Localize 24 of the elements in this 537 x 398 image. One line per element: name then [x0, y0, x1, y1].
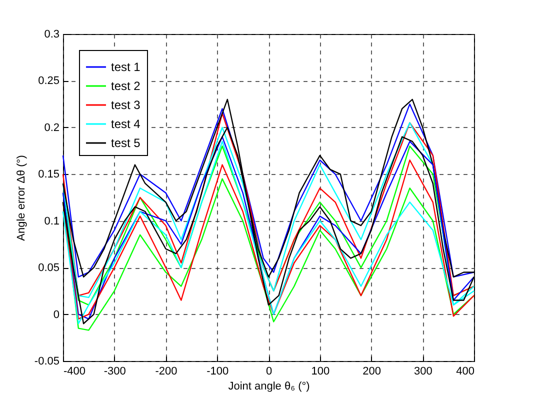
- y-tick-label: 0.05: [38, 262, 60, 274]
- legend-label: test 1: [111, 60, 141, 74]
- x-axis-title: Joint angle θ₆ (°): [228, 380, 310, 392]
- x-tick-label: 0: [266, 366, 272, 378]
- x-tick-label: 100: [311, 366, 330, 378]
- x-tick-label: -400: [64, 366, 86, 378]
- y-tick-label: -0.05: [34, 356, 60, 368]
- y-tick-label: 0.2: [44, 122, 60, 134]
- x-tick-label: 400: [456, 366, 474, 378]
- y-tick-label: 0.1: [44, 215, 60, 228]
- legend-label: test 3: [111, 98, 141, 112]
- x-tick-label: -100: [206, 366, 229, 378]
- x-tick-label: 200: [362, 366, 381, 378]
- x-tick-label: -300: [104, 366, 126, 378]
- legend-label: test 4: [111, 117, 141, 131]
- legend-label: test 5: [111, 136, 141, 150]
- y-tick-label: 0.25: [38, 75, 60, 88]
- x-tick-label: 300: [414, 366, 432, 378]
- y-tick-label: 0.15: [38, 168, 60, 181]
- y-tick-label: 0: [53, 308, 60, 321]
- y-tick-label: 0.3: [44, 28, 60, 40]
- y-axis-title: Angle error Δθ (°): [15, 155, 28, 241]
- legend-label: test 2: [111, 79, 141, 93]
- x-tick-label: -200: [155, 366, 178, 378]
